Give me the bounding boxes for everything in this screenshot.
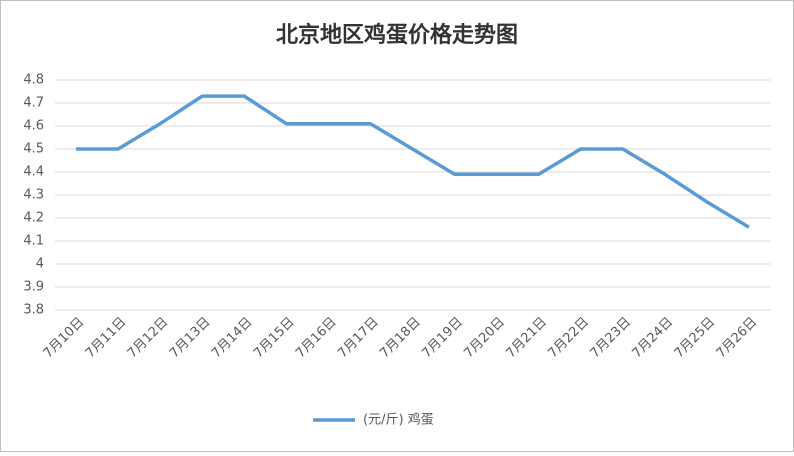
y-tick-label: 3.8 — [23, 303, 44, 318]
y-tick-label: 4.7 — [23, 96, 44, 111]
y-tick-label: 4.4 — [23, 165, 44, 180]
y-tick-label: 4.3 — [23, 188, 44, 203]
y-tick-label: 4.8 — [23, 73, 44, 88]
y-tick-label: 4.1 — [23, 234, 44, 249]
chart-title: 北京地区鸡蛋价格走势图 — [276, 22, 518, 48]
y-tick-label: 4.5 — [23, 142, 44, 157]
y-tick-label: 4.6 — [23, 119, 44, 134]
y-tick-label: 4.2 — [23, 211, 44, 226]
y-tick-label: 3.9 — [23, 280, 44, 295]
y-tick-label: 4 — [36, 257, 44, 272]
line-series — [76, 94, 750, 229]
legend-label: (元/斤) 鸡蛋 — [363, 412, 434, 428]
